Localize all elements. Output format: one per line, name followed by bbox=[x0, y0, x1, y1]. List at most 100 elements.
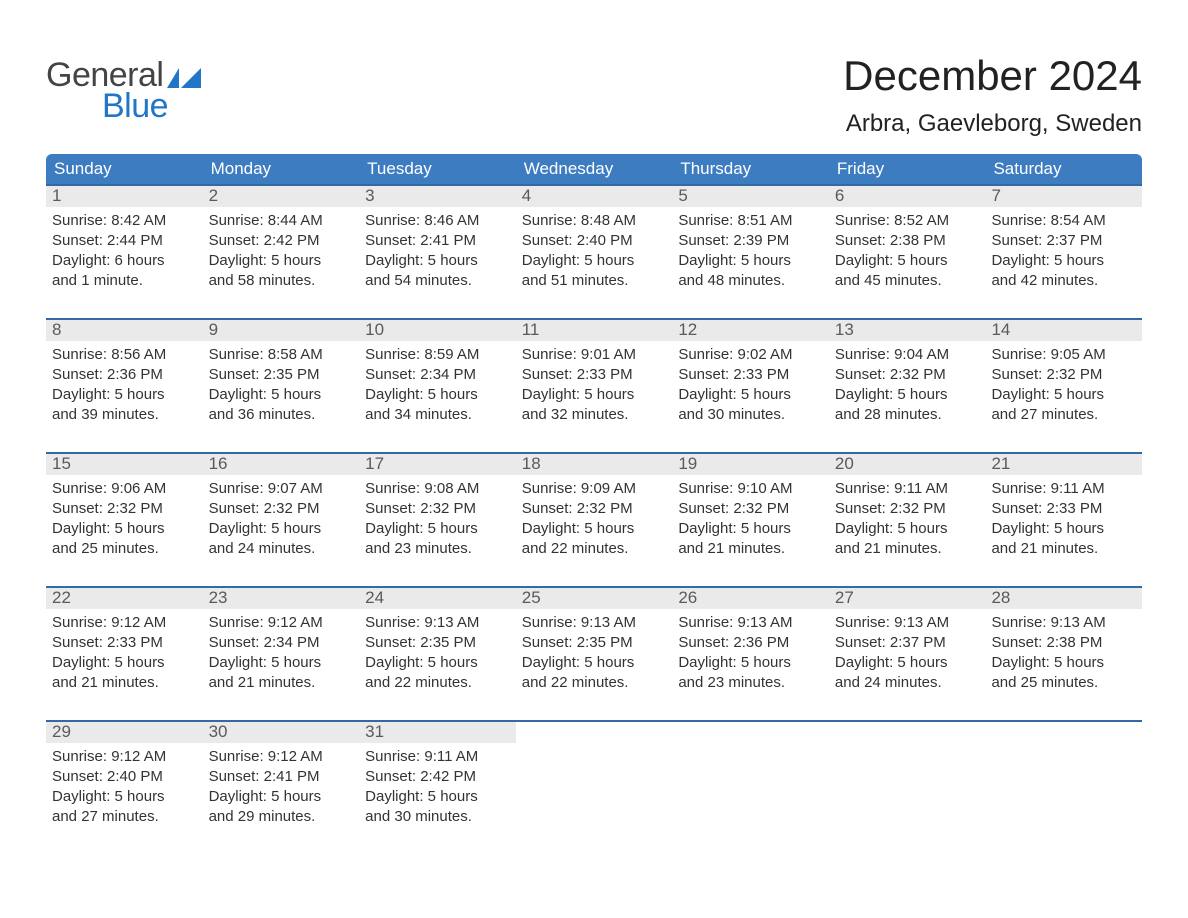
logo: General Blue bbox=[46, 30, 201, 126]
day-sunrise: Sunrise: 8:48 AM bbox=[522, 211, 667, 231]
day-cell: 3Sunrise: 8:46 AMSunset: 2:41 PMDaylight… bbox=[359, 186, 516, 298]
day-body: Sunrise: 9:12 AMSunset: 2:40 PMDaylight:… bbox=[46, 743, 203, 833]
day-dl2: and 34 minutes. bbox=[365, 405, 510, 425]
day-cell: 6Sunrise: 8:52 AMSunset: 2:38 PMDaylight… bbox=[829, 186, 986, 298]
day-sunset: Sunset: 2:39 PM bbox=[678, 231, 823, 251]
day-cell: 20Sunrise: 9:11 AMSunset: 2:32 PMDayligh… bbox=[829, 454, 986, 566]
day-dl2: and 30 minutes. bbox=[678, 405, 823, 425]
days-row: 15Sunrise: 9:06 AMSunset: 2:32 PMDayligh… bbox=[46, 452, 1142, 566]
day-dl2: and 42 minutes. bbox=[991, 271, 1136, 291]
day-sunrise: Sunrise: 8:42 AM bbox=[52, 211, 197, 231]
day-number: 27 bbox=[829, 588, 986, 609]
day-sunrise: Sunrise: 8:59 AM bbox=[365, 345, 510, 365]
day-dl1: Daylight: 5 hours bbox=[678, 385, 823, 405]
weekday-tuesday: Tuesday bbox=[359, 155, 516, 183]
day-sunrise: Sunrise: 8:58 AM bbox=[209, 345, 354, 365]
day-number: 26 bbox=[672, 588, 829, 609]
day-dl2: and 30 minutes. bbox=[365, 807, 510, 827]
day-dl2: and 24 minutes. bbox=[835, 673, 980, 693]
day-dl1: Daylight: 5 hours bbox=[835, 519, 980, 539]
day-sunrise: Sunrise: 9:12 AM bbox=[209, 747, 354, 767]
day-dl1: Daylight: 5 hours bbox=[835, 251, 980, 271]
day-dl1: Daylight: 5 hours bbox=[365, 385, 510, 405]
day-dl2: and 23 minutes. bbox=[678, 673, 823, 693]
weekday-saturday: Saturday bbox=[985, 155, 1142, 183]
day-cell: 23Sunrise: 9:12 AMSunset: 2:34 PMDayligh… bbox=[203, 588, 360, 700]
day-cell: 7Sunrise: 8:54 AMSunset: 2:37 PMDaylight… bbox=[985, 186, 1142, 298]
week-row: 15Sunrise: 9:06 AMSunset: 2:32 PMDayligh… bbox=[46, 452, 1142, 566]
day-cell: 12Sunrise: 9:02 AMSunset: 2:33 PMDayligh… bbox=[672, 320, 829, 432]
day-dl2: and 23 minutes. bbox=[365, 539, 510, 559]
day-cell bbox=[672, 722, 829, 834]
day-dl2: and 21 minutes. bbox=[52, 673, 197, 693]
day-cell: 5Sunrise: 8:51 AMSunset: 2:39 PMDaylight… bbox=[672, 186, 829, 298]
day-dl1: Daylight: 5 hours bbox=[835, 653, 980, 673]
week-row: 8Sunrise: 8:56 AMSunset: 2:36 PMDaylight… bbox=[46, 318, 1142, 432]
day-body: Sunrise: 8:59 AMSunset: 2:34 PMDaylight:… bbox=[359, 341, 516, 431]
day-sunrise: Sunrise: 9:11 AM bbox=[835, 479, 980, 499]
day-dl2: and 25 minutes. bbox=[52, 539, 197, 559]
day-body: Sunrise: 9:13 AMSunset: 2:37 PMDaylight:… bbox=[829, 609, 986, 699]
weekday-monday: Monday bbox=[203, 155, 360, 183]
day-number: 4 bbox=[516, 186, 673, 207]
day-cell: 25Sunrise: 9:13 AMSunset: 2:35 PMDayligh… bbox=[516, 588, 673, 700]
day-body: Sunrise: 9:07 AMSunset: 2:32 PMDaylight:… bbox=[203, 475, 360, 565]
day-number: 9 bbox=[203, 320, 360, 341]
day-number: 28 bbox=[985, 588, 1142, 609]
day-sunrise: Sunrise: 9:10 AM bbox=[678, 479, 823, 499]
day-number: 19 bbox=[672, 454, 829, 475]
day-dl1: Daylight: 5 hours bbox=[52, 787, 197, 807]
day-number: 2 bbox=[203, 186, 360, 207]
day-cell: 11Sunrise: 9:01 AMSunset: 2:33 PMDayligh… bbox=[516, 320, 673, 432]
day-sunset: Sunset: 2:33 PM bbox=[52, 633, 197, 653]
day-sunset: Sunset: 2:38 PM bbox=[835, 231, 980, 251]
day-sunset: Sunset: 2:32 PM bbox=[365, 499, 510, 519]
day-sunset: Sunset: 2:33 PM bbox=[678, 365, 823, 385]
day-sunrise: Sunrise: 9:13 AM bbox=[678, 613, 823, 633]
day-sunset: Sunset: 2:36 PM bbox=[678, 633, 823, 653]
day-sunset: Sunset: 2:41 PM bbox=[209, 767, 354, 787]
day-body: Sunrise: 8:42 AMSunset: 2:44 PMDaylight:… bbox=[46, 207, 203, 297]
day-sunrise: Sunrise: 8:56 AM bbox=[52, 345, 197, 365]
day-body: Sunrise: 8:58 AMSunset: 2:35 PMDaylight:… bbox=[203, 341, 360, 431]
day-body: Sunrise: 8:46 AMSunset: 2:41 PMDaylight:… bbox=[359, 207, 516, 297]
day-body: Sunrise: 9:13 AMSunset: 2:35 PMDaylight:… bbox=[359, 609, 516, 699]
day-body: Sunrise: 9:12 AMSunset: 2:41 PMDaylight:… bbox=[203, 743, 360, 833]
day-dl2: and 21 minutes. bbox=[678, 539, 823, 559]
day-number: 11 bbox=[516, 320, 673, 341]
day-sunrise: Sunrise: 9:09 AM bbox=[522, 479, 667, 499]
day-sunrise: Sunrise: 8:52 AM bbox=[835, 211, 980, 231]
day-number: 1 bbox=[46, 186, 203, 207]
day-body: Sunrise: 9:06 AMSunset: 2:32 PMDaylight:… bbox=[46, 475, 203, 565]
day-number: 18 bbox=[516, 454, 673, 475]
week-row: 22Sunrise: 9:12 AMSunset: 2:33 PMDayligh… bbox=[46, 586, 1142, 700]
day-body: Sunrise: 9:04 AMSunset: 2:32 PMDaylight:… bbox=[829, 341, 986, 431]
day-number: 12 bbox=[672, 320, 829, 341]
day-number: 5 bbox=[672, 186, 829, 207]
day-number: 23 bbox=[203, 588, 360, 609]
day-dl1: Daylight: 5 hours bbox=[52, 519, 197, 539]
day-cell bbox=[985, 722, 1142, 834]
day-dl2: and 45 minutes. bbox=[835, 271, 980, 291]
day-dl2: and 24 minutes. bbox=[209, 539, 354, 559]
day-sunrise: Sunrise: 9:13 AM bbox=[835, 613, 980, 633]
day-dl1: Daylight: 5 hours bbox=[209, 787, 354, 807]
day-dl1: Daylight: 5 hours bbox=[678, 653, 823, 673]
day-sunset: Sunset: 2:37 PM bbox=[835, 633, 980, 653]
day-cell: 15Sunrise: 9:06 AMSunset: 2:32 PMDayligh… bbox=[46, 454, 203, 566]
day-sunset: Sunset: 2:40 PM bbox=[522, 231, 667, 251]
month-title: December 2024 bbox=[843, 52, 1142, 100]
day-cell: 2Sunrise: 8:44 AMSunset: 2:42 PMDaylight… bbox=[203, 186, 360, 298]
day-body: Sunrise: 8:48 AMSunset: 2:40 PMDaylight:… bbox=[516, 207, 673, 297]
day-dl1: Daylight: 5 hours bbox=[209, 251, 354, 271]
day-dl1: Daylight: 5 hours bbox=[835, 385, 980, 405]
day-dl2: and 21 minutes. bbox=[209, 673, 354, 693]
day-sunrise: Sunrise: 9:01 AM bbox=[522, 345, 667, 365]
day-cell: 27Sunrise: 9:13 AMSunset: 2:37 PMDayligh… bbox=[829, 588, 986, 700]
day-body: Sunrise: 9:08 AMSunset: 2:32 PMDaylight:… bbox=[359, 475, 516, 565]
day-body: Sunrise: 9:05 AMSunset: 2:32 PMDaylight:… bbox=[985, 341, 1142, 431]
day-sunrise: Sunrise: 9:13 AM bbox=[365, 613, 510, 633]
day-sunset: Sunset: 2:37 PM bbox=[991, 231, 1136, 251]
day-dl1: Daylight: 5 hours bbox=[991, 251, 1136, 271]
day-number: 3 bbox=[359, 186, 516, 207]
